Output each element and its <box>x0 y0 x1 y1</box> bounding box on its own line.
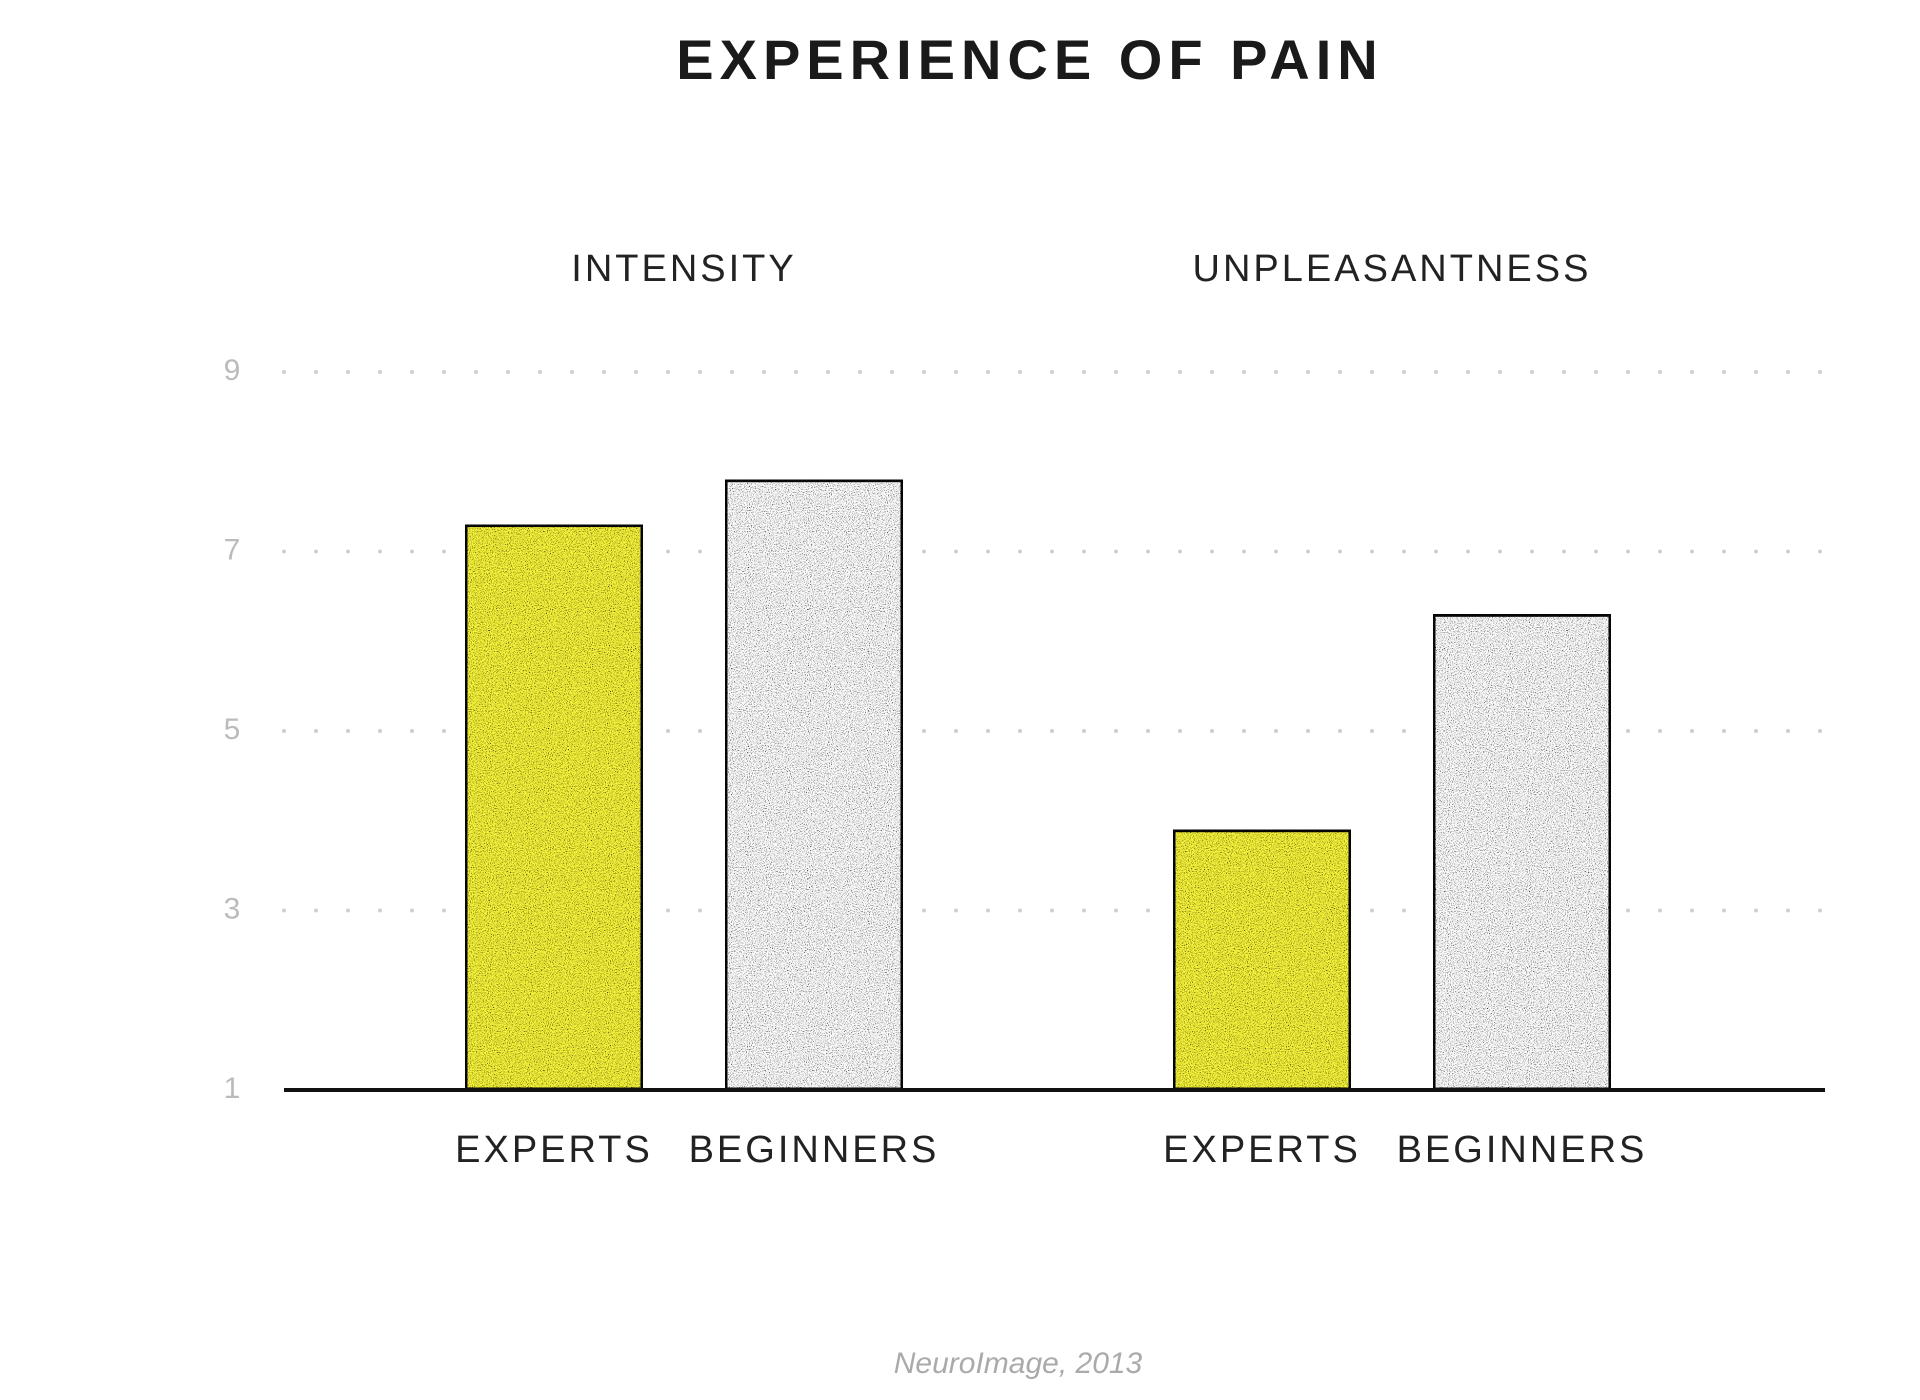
x-tick-label: BEGINNERS <box>1397 1129 1648 1171</box>
source: NeuroImage, 2013 <box>894 1347 1143 1380</box>
y-tick-label: 1 <box>224 1072 241 1105</box>
y-tick-label: 5 <box>224 713 241 746</box>
x-tick-label: EXPERTS <box>455 1129 653 1171</box>
y-tick-label: 7 <box>224 533 241 566</box>
bar <box>1170 827 1354 1093</box>
chart-title: EXPERIENCE OF PAIN <box>676 28 1384 91</box>
y-tick-label: 9 <box>224 354 241 387</box>
bar <box>462 522 646 1093</box>
panel-title: UNPLEASANTNESS <box>1193 248 1592 290</box>
panel-title: INTENSITY <box>571 248 796 290</box>
x-tick-label: BEGINNERS <box>689 1129 940 1171</box>
x-tick-label: EXPERTS <box>1163 1129 1361 1171</box>
y-tick-label: 3 <box>224 892 241 925</box>
bar <box>1430 611 1614 1093</box>
bar <box>722 477 906 1093</box>
